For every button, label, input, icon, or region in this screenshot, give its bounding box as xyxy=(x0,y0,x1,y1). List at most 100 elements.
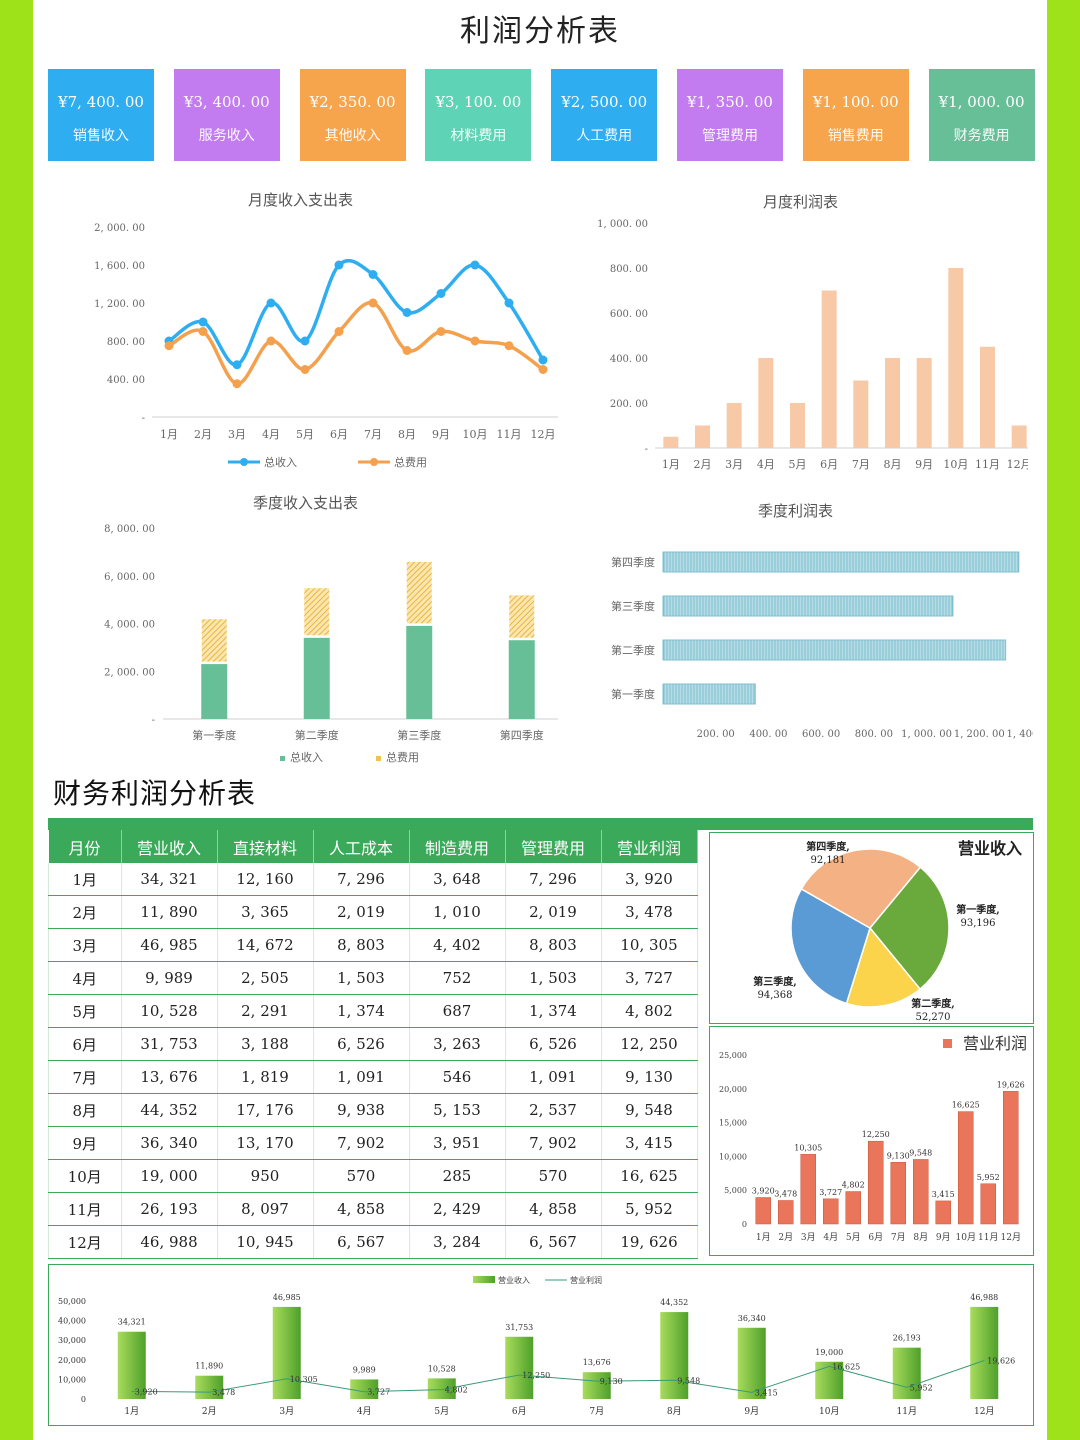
data-label: 13,676 xyxy=(583,1358,611,1367)
table-cell: 9月 xyxy=(48,1126,122,1160)
x-tick-label: 10月 xyxy=(956,1232,976,1243)
chart-title-quarterly-income-expense: 季度收入支出表 xyxy=(253,494,359,512)
data-point xyxy=(436,327,446,336)
legend-marker xyxy=(280,756,285,761)
y-tick-label: 30,000 xyxy=(58,1336,86,1345)
data-point xyxy=(538,365,548,374)
table-cell: 2, 429 xyxy=(409,1192,506,1226)
table-cell: 3, 263 xyxy=(409,1027,506,1061)
x-tick-label: 12月 xyxy=(974,1406,994,1417)
x-tick-label: 1, 200. 00 xyxy=(954,729,1005,740)
chart-monthly-income-expense: 2, 000. 00 1, 600. 00 1, 200. 00 800. 00 400… xyxy=(94,223,558,469)
y-tick-label: 800. 00 xyxy=(610,264,648,275)
x-tick-label: 7月 xyxy=(891,1232,906,1243)
table-cell: 5, 952 xyxy=(601,1192,698,1226)
legend-marker xyxy=(943,1039,952,1048)
table-row: 11月 26, 193 8, 097 4, 858 2, 429 4, 858 5, 952 xyxy=(48,1192,698,1226)
data-point xyxy=(436,289,446,298)
x-tick-label: 9月 xyxy=(936,1232,951,1243)
y-tick-label: 6, 000. 00 xyxy=(104,572,155,583)
data-point xyxy=(198,327,208,336)
summary-card-label: 材料费用 xyxy=(450,128,507,144)
table-cell: 3, 415 xyxy=(601,1126,698,1160)
x-tick-label: 11月 xyxy=(497,428,522,441)
profit-bar xyxy=(935,1200,951,1225)
table-cell: 9, 130 xyxy=(601,1060,698,1094)
table-header-cell: 制造费用 xyxy=(409,830,506,863)
summary-card-label: 销售收入 xyxy=(73,128,129,144)
table-cell: 4, 858 xyxy=(505,1192,602,1226)
table-cell: 3, 648 xyxy=(409,863,506,896)
table-cell: 7, 296 xyxy=(505,863,602,896)
table-cell: 3, 727 xyxy=(601,961,698,995)
y-tick-label: 1, 600. 00 xyxy=(94,261,145,272)
table-header-cell: 月份 xyxy=(48,830,122,863)
legend-label: 营业利润 xyxy=(570,1275,602,1285)
income-bar xyxy=(508,640,535,719)
y-tick-label: 10,000 xyxy=(719,1152,747,1161)
data-label: 3,478 xyxy=(212,1388,235,1397)
data-label: 9,548 xyxy=(909,1148,932,1157)
summary-card-label: 服务收入 xyxy=(198,128,255,144)
y-tick-label: 50,000 xyxy=(58,1297,86,1306)
chart-title-monthly-income-expense: 月度收入支出表 xyxy=(248,191,354,209)
table-cell: 1, 503 xyxy=(313,961,410,995)
revenue-bar xyxy=(195,1375,224,1399)
data-label: 5,952 xyxy=(977,1173,1000,1182)
summary-card-amount: ¥2, 500. 00 xyxy=(561,93,648,111)
expense-bar xyxy=(303,587,331,637)
revenue-bar xyxy=(970,1306,999,1399)
table-cell: 3, 284 xyxy=(409,1225,506,1259)
summary-card-amount: ¥7, 400. 00 xyxy=(58,93,144,111)
y-tick-label: 2, 000. 00 xyxy=(104,667,155,678)
summary-card-label: 销售费用 xyxy=(827,128,884,144)
y-tick-label: 5,000 xyxy=(724,1186,747,1195)
profit-bar xyxy=(821,290,837,448)
pie-slice xyxy=(800,848,922,929)
table-cell: 570 xyxy=(505,1159,602,1193)
revenue-bar xyxy=(427,1378,456,1399)
x-tick-label: 200. 00 xyxy=(697,729,735,740)
profit-bar xyxy=(726,403,742,448)
data-point xyxy=(470,260,480,270)
table-cell: 2月 xyxy=(48,895,122,929)
table-cell: 285 xyxy=(409,1159,506,1193)
y-tick-label: 2, 000. 00 xyxy=(94,223,145,234)
profit-bar xyxy=(868,1140,884,1225)
table-cell: 8, 097 xyxy=(217,1192,314,1226)
income-bar xyxy=(201,664,228,719)
table-cell: 3, 478 xyxy=(601,895,698,929)
table-cell: 12月 xyxy=(48,1225,122,1259)
revenue-bar xyxy=(815,1361,844,1399)
x-tick-label: 10月 xyxy=(943,458,968,471)
table-cell: 26, 193 xyxy=(121,1192,218,1226)
x-tick-label: 12月 xyxy=(531,428,556,441)
profit-bar xyxy=(663,436,679,448)
table-row: 3月 46, 985 14, 672 8, 803 4, 402 8, 803 10, 30… xyxy=(48,928,698,962)
data-point xyxy=(334,260,344,270)
data-label: 9,130 xyxy=(600,1377,623,1386)
y-tick-label: - xyxy=(645,444,648,455)
data-label: 12,250 xyxy=(862,1130,890,1139)
table-header-cell: 营业利润 xyxy=(601,830,698,863)
legend-label: 营业收入 xyxy=(498,1275,530,1285)
data-label: 16,625 xyxy=(832,1362,860,1371)
table-cell: 546 xyxy=(409,1060,506,1094)
profit-bar xyxy=(890,1162,906,1225)
summary-card-amount: ¥1, 000. 00 xyxy=(938,93,1025,111)
pie-slice xyxy=(869,866,950,991)
x-tick-label: 3月 xyxy=(228,428,246,441)
income-bar xyxy=(303,637,330,719)
x-tick-label: 8月 xyxy=(667,1406,682,1417)
chart-monthly-profit: 1, 000. 00 800. 00 600. 00 400. 00 200. 00 - 1… xyxy=(597,219,1028,471)
data-label: 34,321 xyxy=(118,1318,146,1327)
table-cell: 10, 945 xyxy=(217,1225,314,1259)
table-cell: 19, 626 xyxy=(601,1225,698,1259)
data-label: 4,802 xyxy=(842,1181,865,1190)
table-header-cell: 营业收入 xyxy=(121,830,218,863)
data-label: 10,528 xyxy=(428,1364,456,1373)
summary-card: ¥3, 100. 00 材料费用 xyxy=(425,69,532,161)
legend-marker xyxy=(376,756,381,761)
data-label: 9,130 xyxy=(887,1151,910,1160)
